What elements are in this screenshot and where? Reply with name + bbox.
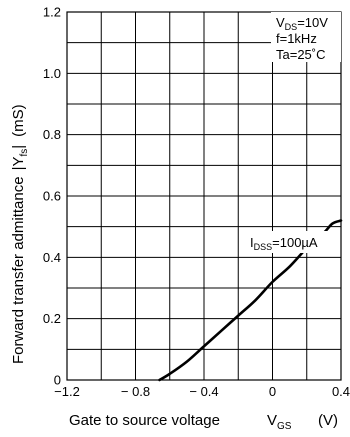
y-tick-label: 0.8 <box>43 127 61 142</box>
series-label: IDSS=100µA <box>250 235 318 252</box>
y-axis-title: Forward transfer admittance|Yfs|(mS) <box>10 104 30 364</box>
series-label-bg <box>248 231 330 253</box>
x-axis-title: Gate to source voltage VGS (V) <box>69 412 338 432</box>
conditions-box <box>271 12 341 62</box>
condition-frequency: f=1kHz <box>276 31 317 46</box>
x-tick-label: − 0.8 <box>121 384 150 399</box>
y-tick-label: 0.4 <box>43 250 61 265</box>
y-tick-label: 1.0 <box>43 66 61 81</box>
y-tick-label: 0.6 <box>43 189 61 204</box>
x-tick-labels: −1.2 − 0.8 − 0.4 0 0.4 <box>54 384 350 399</box>
y-tick-labels: 0 0.2 0.4 0.6 0.8 1.0 1.2 <box>43 5 61 388</box>
grid <box>66 11 342 381</box>
condition-temperature: Ta=25˚C <box>276 47 326 62</box>
y-tick-label: 0.2 <box>43 311 61 326</box>
x-tick-label: − 0.4 <box>189 384 218 399</box>
x-tick-label: −1.2 <box>54 384 80 399</box>
plot-frame <box>66 11 342 381</box>
x-tick-label: 0 <box>269 384 276 399</box>
x-tick-label: 0.4 <box>332 384 350 399</box>
y-tick-label: 1.2 <box>43 5 61 20</box>
y-tick-label: 0 <box>54 373 61 388</box>
condition-vds: VDS=10V <box>276 15 328 32</box>
